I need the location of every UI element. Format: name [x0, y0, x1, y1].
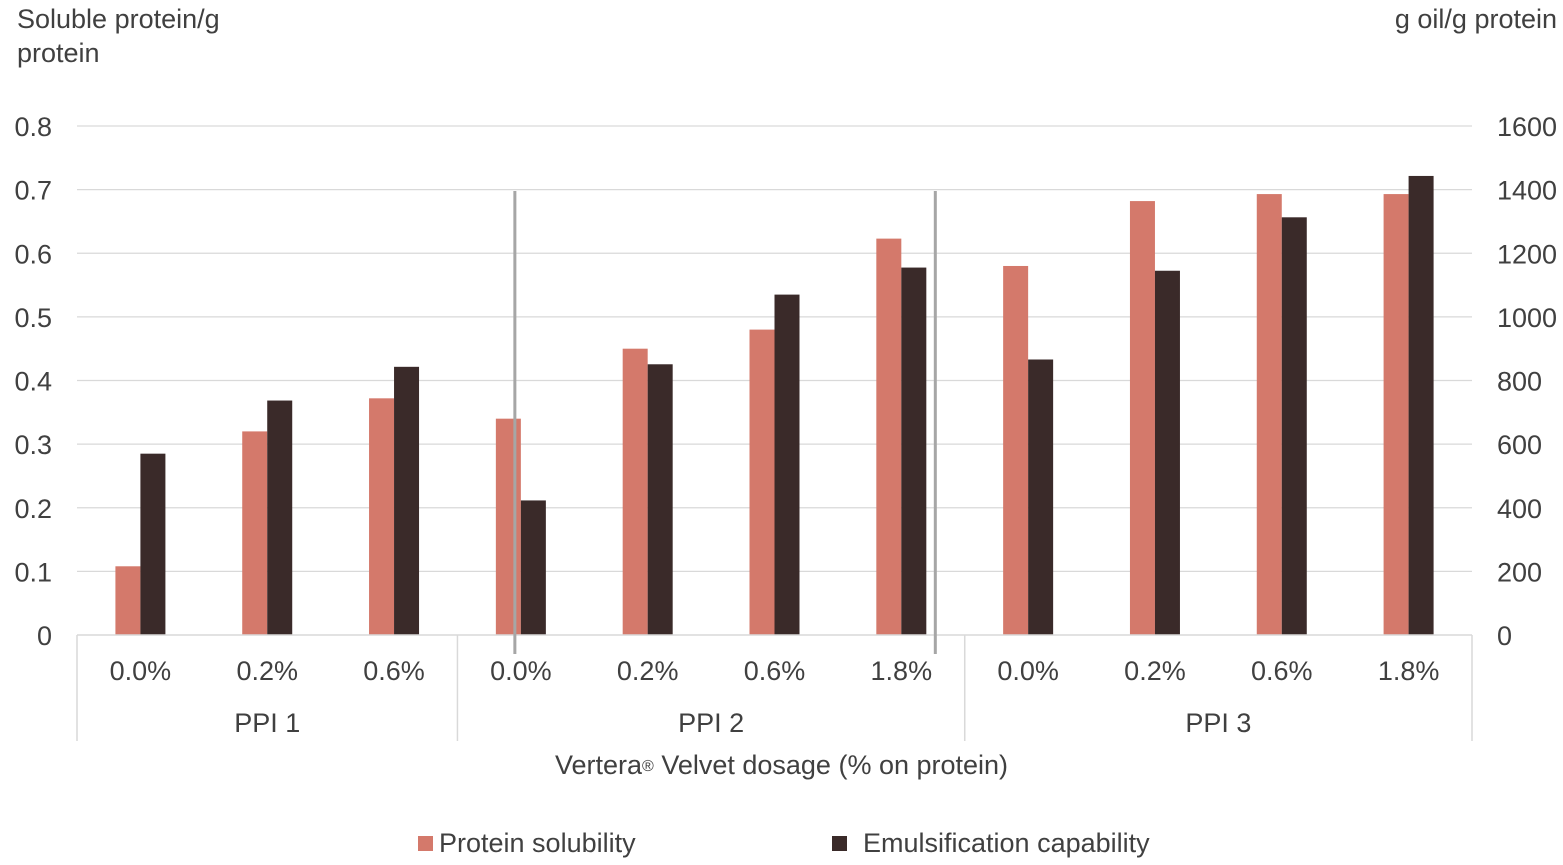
bar-emulsification-capability	[1028, 359, 1054, 635]
y-right-tick-label: 600	[1497, 430, 1542, 460]
x-tick-label: 0.2%	[236, 656, 298, 686]
x-tick-label: 0.0%	[110, 656, 172, 686]
y-axis-right-title: g oil/g protein	[1394, 4, 1557, 34]
x-tick-label: 0.0%	[997, 656, 1059, 686]
y-right-tick-label: 1400	[1497, 176, 1557, 206]
bar-emulsification-capability	[647, 364, 673, 635]
y-right-tick-label: 1000	[1497, 303, 1557, 333]
bar-emulsification-capability	[1154, 270, 1180, 635]
x-axis-title-brand: Vertera	[554, 750, 643, 780]
legend-item-emulsification-capability: Emulsification capability	[832, 825, 1150, 861]
x-tick-label: 0.6%	[744, 656, 806, 686]
y-right-tick-label: 400	[1497, 494, 1542, 524]
legend-item-protein-solubility: Protein solubility	[418, 825, 636, 861]
bar-protein-solubility	[876, 238, 902, 635]
x-tick-label: 0.0%	[490, 656, 552, 686]
y-left-tick-label: 0.6	[14, 239, 52, 269]
bar-emulsification-capability	[140, 453, 166, 635]
bar-protein-solubility	[1003, 265, 1029, 635]
y-left-tick-label: 0.5	[14, 303, 52, 333]
bar-emulsification-capability	[1281, 217, 1307, 635]
x-tick-label: 0.6%	[1251, 656, 1313, 686]
y-left-tick-label: 0.3	[14, 430, 52, 460]
y-right-tick-label: 1600	[1497, 112, 1557, 142]
x-tick-label: 1.8%	[1378, 656, 1440, 686]
bar-emulsification-capability	[901, 267, 927, 635]
y-left-tick-label: 0.7	[14, 176, 52, 206]
y-right-tick-label: 200	[1497, 557, 1542, 587]
bar-protein-solubility	[369, 398, 395, 635]
x-axis-title: Vertera® Velvet dosage (% on protein)	[0, 745, 1563, 785]
y-left-tick-label: 0.1	[14, 557, 52, 587]
x-axis-title-rest: Velvet dosage (% on protein)	[653, 750, 1009, 780]
x-tick-label: 0.2%	[617, 656, 679, 686]
y-right-tick-label: 800	[1497, 367, 1542, 397]
bar-protein-solubility	[1256, 194, 1282, 636]
group-label: PPI 2	[678, 708, 744, 738]
group-label: PPI 3	[1185, 708, 1251, 738]
bar-emulsification-capability	[1408, 175, 1434, 635]
y-left-tick-label: 0.8	[14, 112, 52, 142]
legend-label-protein-solubility: Protein solubility	[439, 827, 636, 858]
bar-protein-solubility	[242, 431, 268, 635]
bar-emulsification-capability	[520, 500, 546, 635]
legend-swatch-emulsification-capability	[832, 835, 847, 851]
bar-emulsification-capability	[394, 366, 420, 635]
y-left-tick-label: 0.4	[14, 367, 52, 397]
y-right-tick-label: 0	[1497, 621, 1512, 651]
x-tick-label: 0.6%	[363, 656, 425, 686]
group-label: PPI 1	[234, 708, 300, 738]
bar-emulsification-capability	[267, 400, 293, 635]
bar-protein-solubility	[1383, 194, 1409, 636]
y-right-tick-label: 1200	[1497, 239, 1557, 269]
legend-label-emulsification-capability: Emulsification capability	[863, 827, 1150, 858]
bar-protein-solubility	[495, 418, 521, 635]
registered-mark: ®	[642, 758, 654, 775]
x-tick-label: 0.2%	[1124, 656, 1186, 686]
bar-protein-solubility	[115, 566, 141, 635]
y-axis-left-title: Soluble protein/g protein	[17, 4, 220, 68]
bar-protein-solubility	[749, 329, 775, 635]
bar-emulsification-capability	[774, 294, 800, 635]
legend-swatch-protein-solubility	[418, 835, 433, 851]
y-left-tick-label: 0.2	[14, 494, 52, 524]
y-left-tick-label: 0	[37, 621, 52, 651]
bar-protein-solubility	[622, 348, 648, 635]
bar-protein-solubility	[1129, 201, 1155, 635]
x-tick-label: 1.8%	[871, 656, 933, 686]
